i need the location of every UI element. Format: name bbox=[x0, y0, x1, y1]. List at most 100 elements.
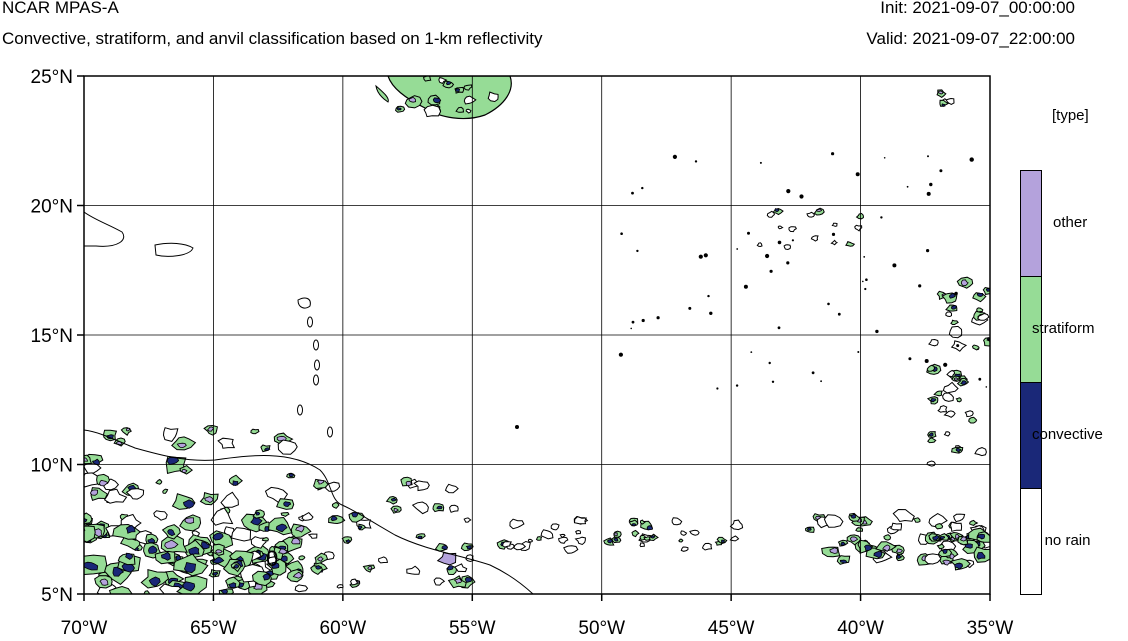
x-tick-label: 50°W bbox=[578, 618, 625, 639]
precip-cell bbox=[631, 529, 640, 538]
precip-core bbox=[396, 107, 402, 111]
precip-cell bbox=[641, 318, 645, 323]
precip-classification-layer bbox=[84, 76, 990, 594]
precip-cell bbox=[703, 253, 708, 258]
precip-core bbox=[125, 524, 136, 534]
precip-cell bbox=[827, 302, 830, 306]
coastline bbox=[84, 429, 534, 594]
precip-core bbox=[928, 432, 934, 437]
precip-core bbox=[937, 90, 944, 95]
precip-cell bbox=[855, 527, 864, 532]
precip-cell bbox=[946, 369, 956, 378]
precip-cell bbox=[908, 357, 912, 361]
precip-cell bbox=[845, 240, 856, 247]
y-tick-label: 15°N bbox=[31, 326, 73, 347]
precip-cell bbox=[620, 232, 623, 235]
precip-cell bbox=[639, 542, 645, 548]
precip-core bbox=[613, 532, 619, 536]
y-tick-label: 10°N bbox=[31, 456, 73, 477]
precip-core bbox=[201, 541, 210, 550]
precip-core bbox=[181, 468, 188, 474]
precip-core bbox=[182, 581, 196, 592]
precip-system bbox=[387, 76, 512, 120]
precip-cell bbox=[680, 546, 689, 552]
precip-core bbox=[807, 527, 812, 531]
precip-cell bbox=[449, 504, 459, 513]
precip-cell bbox=[831, 222, 838, 227]
precip-cell bbox=[463, 84, 473, 91]
precip-core bbox=[720, 539, 725, 544]
precip-cell bbox=[294, 584, 309, 593]
precip-cell bbox=[423, 104, 442, 118]
precip-cell bbox=[108, 585, 133, 594]
precip-core bbox=[977, 533, 986, 540]
precip-cell bbox=[769, 269, 773, 273]
precip-cell bbox=[701, 542, 713, 551]
precip-cell bbox=[540, 529, 554, 540]
x-tick-label: 40°W bbox=[837, 618, 884, 639]
precip-cell bbox=[759, 161, 762, 164]
precip-cell bbox=[943, 431, 951, 437]
precip-cell bbox=[831, 152, 835, 156]
precip-cell bbox=[559, 533, 566, 539]
precip-cell bbox=[926, 191, 931, 196]
precip-core bbox=[315, 565, 322, 570]
precip-core bbox=[183, 562, 197, 574]
precip-core bbox=[951, 305, 958, 310]
precip-core bbox=[964, 543, 973, 549]
island-outline bbox=[297, 297, 311, 309]
precip-cell bbox=[768, 361, 771, 365]
precip-cell bbox=[786, 189, 791, 194]
precip-core bbox=[182, 499, 196, 509]
precip-cell bbox=[791, 239, 795, 242]
precip-cell bbox=[465, 108, 472, 114]
precip-core bbox=[896, 554, 903, 559]
precip-cell bbox=[413, 480, 430, 492]
precip-cell bbox=[513, 543, 527, 551]
precip-cell bbox=[976, 307, 984, 313]
precip-core bbox=[275, 523, 288, 533]
precip-core bbox=[455, 88, 461, 93]
precip-core bbox=[445, 80, 452, 86]
legend-label: convective bbox=[1032, 426, 1103, 443]
precip-cell bbox=[928, 338, 939, 347]
precip-core bbox=[271, 562, 280, 569]
island-outline bbox=[314, 359, 320, 371]
x-tick-label: 35°W bbox=[967, 618, 1014, 639]
precip-core bbox=[330, 515, 338, 522]
precip-core bbox=[89, 489, 98, 496]
precip-cell bbox=[735, 384, 739, 387]
precip-cell bbox=[680, 530, 688, 536]
y-tick-label: 20°N bbox=[31, 197, 73, 218]
precip-cell bbox=[933, 390, 943, 397]
precip-cell bbox=[423, 76, 432, 82]
precip-cell bbox=[636, 249, 639, 253]
island-outline bbox=[297, 404, 303, 416]
precip-cell bbox=[406, 565, 421, 575]
precip-core bbox=[960, 279, 969, 287]
precip-cell bbox=[453, 563, 468, 573]
precip-cell bbox=[942, 381, 959, 394]
precip-cell bbox=[974, 447, 987, 457]
precip-core bbox=[446, 565, 454, 571]
precip-core bbox=[147, 537, 156, 544]
precip-cell bbox=[777, 240, 782, 245]
precip-core bbox=[232, 563, 240, 569]
precip-core bbox=[840, 541, 846, 546]
island-outline bbox=[327, 426, 333, 438]
precip-cell bbox=[618, 352, 624, 357]
x-tick-label: 65°W bbox=[190, 618, 237, 639]
precip-core bbox=[148, 545, 158, 554]
precip-cell bbox=[969, 519, 979, 526]
precip-core bbox=[184, 517, 195, 524]
legend-swatch bbox=[1020, 170, 1042, 277]
precip-cell bbox=[709, 311, 713, 315]
precip-core bbox=[839, 559, 847, 564]
precip-cell bbox=[103, 488, 128, 504]
precip-core bbox=[607, 539, 614, 544]
precip-cell bbox=[929, 182, 933, 187]
precip-cell bbox=[880, 216, 883, 219]
precip-core bbox=[390, 497, 397, 502]
precip-cell bbox=[837, 312, 841, 316]
precip-core bbox=[125, 552, 134, 560]
